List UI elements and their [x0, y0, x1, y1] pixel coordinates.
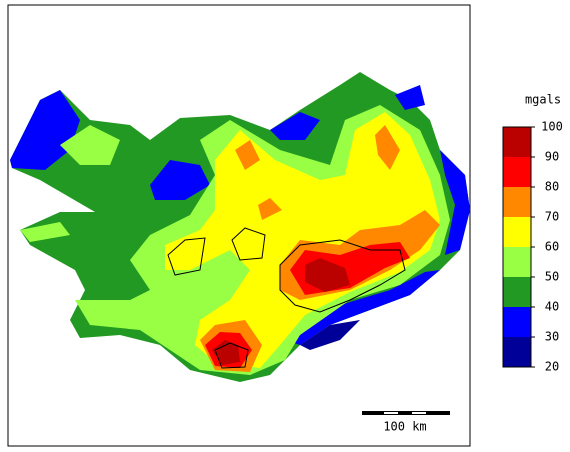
legend-tick-label: 40	[545, 300, 559, 314]
region-30-40	[10, 90, 80, 170]
legend-swatch	[503, 187, 531, 217]
region-70-80	[258, 198, 282, 220]
region-30-40	[395, 85, 425, 110]
region-70-80	[375, 125, 400, 170]
scale-bar-label: 100 km	[383, 420, 426, 434]
legend-tick-label: 20	[545, 360, 559, 374]
scale-bar-segment	[384, 412, 398, 414]
legend-unit: mgals	[525, 93, 561, 107]
legend-tick-label: 70	[545, 210, 559, 224]
legend-tick-label: 60	[545, 240, 559, 254]
scale-bar: 100 km	[362, 411, 450, 434]
glacier-outline	[167, 237, 206, 276]
iceland-map	[10, 72, 470, 382]
legend-swatch	[503, 247, 531, 277]
region-70-80	[235, 140, 260, 170]
region-90-100	[212, 340, 240, 365]
legend-swatch	[503, 127, 531, 157]
region-90-100	[305, 258, 350, 292]
region-60-70	[165, 112, 440, 368]
glacier-outline	[231, 227, 266, 261]
legend-tick-label: 100	[541, 120, 563, 134]
region-30-40	[440, 150, 470, 255]
region-50-60	[20, 222, 70, 242]
legend-swatch	[503, 277, 531, 307]
region-30-40	[150, 160, 210, 200]
legend-tick-label: 90	[545, 150, 559, 164]
legend-swatch	[503, 307, 531, 337]
legend-tick-label: 80	[545, 180, 559, 194]
region-50-60	[60, 125, 120, 165]
legend-tick-label: 30	[545, 330, 559, 344]
legend-swatch	[503, 217, 531, 247]
region-20-30	[300, 320, 360, 350]
region-30-40	[270, 112, 320, 140]
glacier-outline	[214, 342, 249, 369]
legend-swatch	[503, 337, 531, 367]
scale-bar-line	[362, 411, 450, 415]
legend-swatch	[503, 157, 531, 187]
color-legend: 20 30 40 50 60 70 80 90 100	[502, 120, 563, 374]
legend-tick-label: 50	[545, 270, 559, 284]
glacier-outline	[279, 239, 406, 313]
region-30-40	[285, 270, 440, 345]
scale-bar-segment	[412, 412, 426, 414]
glacier-outlines	[167, 227, 406, 369]
